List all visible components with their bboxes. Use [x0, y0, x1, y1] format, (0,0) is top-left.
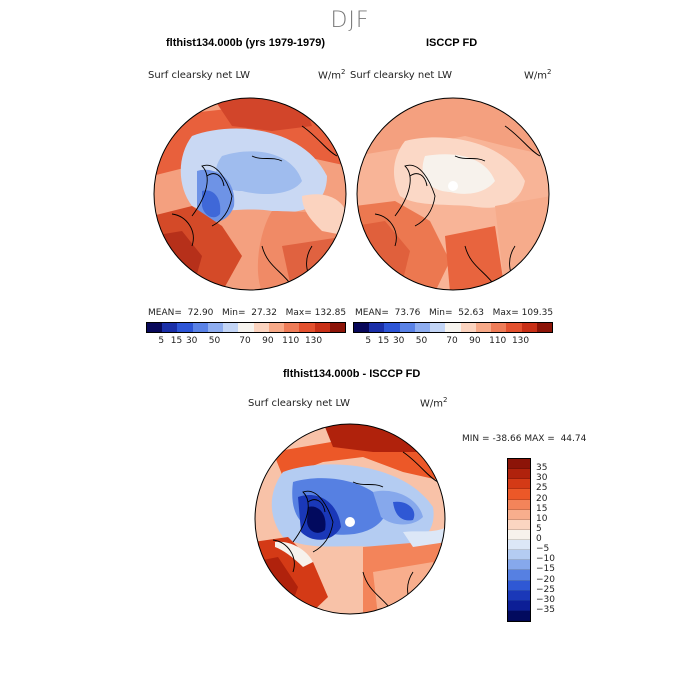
colorbar-swatch [508, 580, 530, 591]
colorbar-swatch [284, 323, 300, 332]
colorbar-tick-label: 30 [536, 473, 548, 484]
colorbar-tick-label: 110 [282, 336, 300, 346]
colorbar-swatch [508, 600, 530, 611]
diff-field-label: Surf clearsky net LW [248, 398, 351, 409]
colorbar-tick-label: 90 [262, 336, 274, 346]
colorbar-swatch [508, 540, 530, 551]
colorbar-swatch [223, 323, 239, 332]
colorbar-tick-label: 30 [392, 336, 405, 346]
colorbar-tick-label: 5 [158, 336, 165, 346]
diff-stats: MIN = -38.66 MAX = 44.74 [462, 434, 587, 444]
colorbar-swatch [508, 560, 530, 571]
colorbar-tick-label: 25 [536, 483, 548, 494]
right-stats: MEAN= 73.76 Min= 52.63 Max= 109.35 [355, 308, 554, 318]
diff-colorbar [507, 458, 531, 622]
right-colorbar [353, 322, 553, 333]
colorbar-swatch [207, 323, 224, 332]
colorbar-swatch [430, 323, 446, 332]
diff-unit-label: W/m2 [420, 396, 448, 410]
colorbar-tick-label: 90 [469, 336, 481, 346]
colorbar-swatch [162, 323, 178, 332]
colorbar-swatch [384, 323, 400, 332]
colorbar-swatch [521, 323, 537, 332]
colorbar-swatch [460, 323, 476, 332]
left-field-label: Surf clearsky net LW [148, 70, 251, 81]
colorbar-swatch [414, 323, 431, 332]
colorbar-swatch [314, 323, 330, 332]
colorbar-swatch [329, 323, 346, 332]
right-polar-map [356, 97, 550, 291]
diff-colorbar-ticks: 35 30 25 20 15 10 5 0 −5 −10 −15 −20 −25 −30 −35 [536, 458, 576, 620]
diff-panel-subtitle: flthist134.000b - ISCCP FD [283, 368, 421, 380]
colorbar-swatch [508, 469, 530, 480]
colorbar-swatch [475, 323, 492, 332]
colorbar-tick-label: 5 [536, 523, 542, 534]
colorbar-swatch [369, 323, 385, 332]
colorbar-swatch [536, 323, 553, 332]
colorbar-swatch [508, 489, 530, 500]
left-unit-label: W/m2 [318, 68, 346, 82]
colorbar-swatch [508, 499, 530, 510]
colorbar-tick-label: 50 [208, 336, 221, 346]
colorbar-swatch [508, 529, 530, 540]
colorbar-swatch [508, 479, 530, 490]
colorbar-swatch [299, 323, 315, 332]
colorbar-swatch [508, 570, 530, 581]
left-stats: MEAN= 72.90 Min= 27.32 Max= 132.85 [148, 308, 347, 318]
colorbar-swatch [147, 323, 163, 332]
colorbar-swatch [508, 590, 530, 601]
colorbar-swatch [445, 323, 461, 332]
colorbar-swatch [354, 323, 370, 332]
colorbar-tick-label: 35 [536, 463, 548, 474]
left-colorbar-ticks: 5 15 30 50 70 90 110 130 [146, 336, 344, 348]
coastlines [171, 125, 338, 290]
page-title: DJF [330, 8, 370, 33]
colorbar-tick-label: 50 [415, 336, 428, 346]
colorbar-swatch [177, 323, 193, 332]
colorbar-tick-label: 110 [489, 336, 507, 346]
diff-polar-map [254, 423, 446, 615]
colorbar-tick-label: −15 [536, 564, 555, 575]
colorbar-tick-label: 15 [377, 336, 390, 346]
colorbar-tick-label: 130 [304, 336, 323, 346]
colorbar-tick-label: 15 [170, 336, 183, 346]
left-polar-map [153, 97, 347, 291]
colorbar-tick-label: 15 [536, 503, 548, 514]
colorbar-swatch [268, 323, 285, 332]
right-colorbar-ticks: 5 15 30 50 70 90 110 130 [353, 336, 551, 348]
colorbar-tick-label: 5 [365, 336, 372, 346]
colorbar-swatch [508, 509, 530, 520]
colorbar-tick-label: −35 [536, 604, 555, 615]
colorbar-swatch [508, 459, 530, 470]
colorbar-tick-label: 10 [536, 513, 548, 524]
colorbar-swatch [399, 323, 415, 332]
right-panel-subtitle: ISCCP FD [426, 37, 478, 49]
colorbar-tick-label: 130 [511, 336, 530, 346]
colorbar-tick-label: 70 [446, 336, 458, 346]
colorbar-swatch [238, 323, 254, 332]
colorbar-swatch [508, 610, 530, 621]
colorbar-tick-label: 70 [239, 336, 251, 346]
colorbar-tick-label: 0 [536, 534, 542, 544]
colorbar-swatch [192, 323, 208, 332]
colorbar-tick-label: −10 [536, 554, 555, 565]
left-colorbar [146, 322, 346, 333]
colorbar-tick-label: 30 [185, 336, 198, 346]
colorbar-tick-label: −5 [536, 544, 550, 555]
colorbar-swatch [508, 550, 530, 561]
colorbar-swatch [491, 323, 507, 332]
colorbar-tick-label: −20 [536, 574, 555, 585]
colorbar-tick-label: 20 [536, 493, 548, 504]
colorbar-swatch [508, 519, 530, 530]
right-field-label: Surf clearsky net LW [350, 70, 453, 81]
left-panel-subtitle: flthist134.000b (yrs 1979-1979) [166, 37, 325, 49]
colorbar-tick-label: −30 [536, 594, 555, 605]
colorbar-swatch [253, 323, 269, 332]
colorbar-tick-label: −25 [536, 584, 555, 595]
right-unit-label: W/m2 [524, 68, 552, 82]
colorbar-swatch [506, 323, 522, 332]
